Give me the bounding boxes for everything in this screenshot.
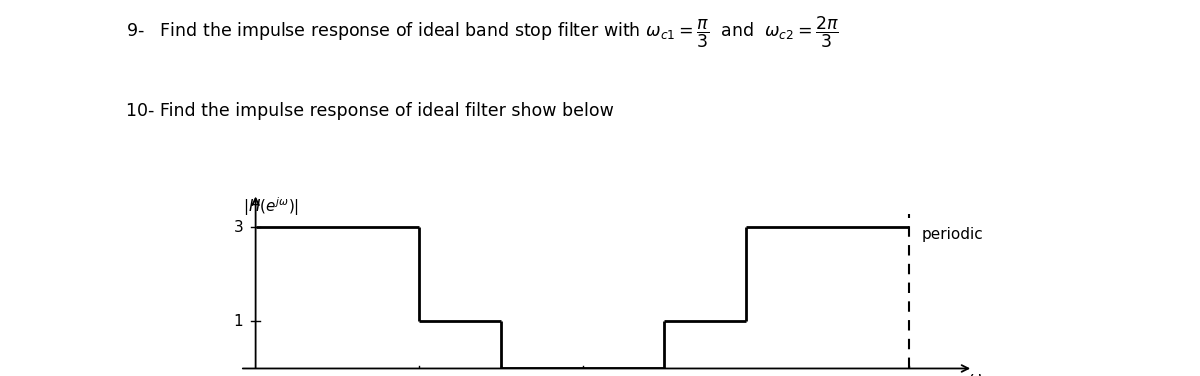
Text: $|H(e^{j\omega})|$: $|H(e^{j\omega})|$ [244, 196, 299, 218]
Text: 3: 3 [233, 220, 244, 235]
Text: 9-   Find the impulse response of ideal band stop filter with $\omega_{c1} = \df: 9- Find the impulse response of ideal ba… [126, 15, 839, 50]
Text: 10- Find the impulse response of ideal filter show below: 10- Find the impulse response of ideal f… [126, 102, 614, 120]
Text: periodic: periodic [922, 227, 984, 243]
Text: 1: 1 [234, 314, 244, 329]
Text: $\omega$: $\omega$ [968, 371, 982, 376]
